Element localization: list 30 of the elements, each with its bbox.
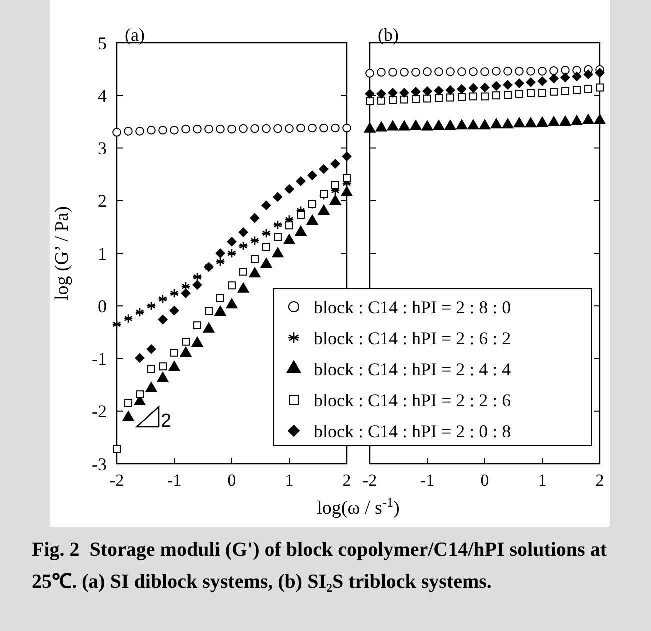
- x-tick-label: -2: [362, 471, 378, 490]
- y-tick-label: 2: [98, 191, 107, 212]
- x-axis-title: log(ω / s$^{-1}$): [317, 494, 400, 519]
- x-tick-label: -1: [420, 471, 435, 490]
- legend-label: block : C14 : hPI = 2 : 4 : 4: [314, 359, 512, 380]
- y-tick-label: 0: [98, 296, 107, 316]
- x-tick-label: 0: [228, 471, 236, 490]
- chart-title: (a): [125, 25, 145, 45]
- y-tick-label: -3: [92, 454, 107, 474]
- x-tick-label: 1: [538, 471, 547, 490]
- y-tick-label: -2: [92, 402, 107, 422]
- y-axis-title: log (G’ / Pa): [52, 206, 73, 301]
- x-tick-label: 0: [480, 471, 490, 490]
- legend-label: block : C14 : hPI = 2 : 6 : 2: [314, 328, 512, 348]
- caption: Fig. 2 Storage moduli (G') of block copolymer/C14/hPI solutions at 25℃. (a) SI diblock systems, (b) SI₂S triblock systems.: [32, 539, 608, 593]
- y-tick-label: 5: [98, 33, 107, 54]
- x-tick-label: 2: [596, 471, 604, 490]
- y-tick-label: -1: [92, 349, 107, 370]
- x-tick-label: -1: [167, 471, 182, 490]
- y-tick-label: 1: [98, 244, 107, 264]
- annotation: 2: [161, 411, 172, 432]
- chart-title: (b): [378, 25, 399, 45]
- legend-label: block : C14 : hPI = 2 : 2 : 6: [314, 390, 512, 410]
- y-tick-label: 4: [98, 86, 107, 106]
- x-tick-label: 1: [285, 471, 294, 490]
- x-tick-label: -2: [110, 471, 124, 490]
- legend-label: block : C14 : hPI = 2 : 0 : 8: [314, 421, 512, 442]
- x-tick-label: 2: [342, 471, 352, 490]
- legend-label: block : C14 : hPI = 2 : 8 : 0: [314, 297, 512, 318]
- y-tick-label: 3: [98, 138, 107, 159]
